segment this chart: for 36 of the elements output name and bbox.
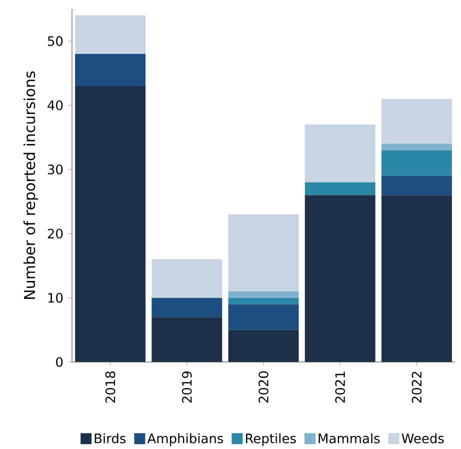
bar [381,176,452,196]
bar [228,304,299,330]
legend-label: Mammals [318,433,380,444]
x-tick-label: 2021 [335,372,346,403]
y-tick-label: 10 [48,292,63,303]
x-tick-label: 2020 [258,371,268,403]
bar [152,317,222,362]
bar [228,298,299,304]
bar [75,54,146,86]
bar [228,330,299,362]
legend-label: Weeds [402,433,444,444]
x-tick-label: 2022 [412,372,422,403]
y-tick-label: 30 [48,164,63,174]
y-tick-label: 0 [56,357,63,367]
bar [304,182,376,196]
legend-label: Birds [94,433,126,444]
bar [75,15,146,54]
legend-label: Amphibians [147,433,224,446]
y-tick-label: 50 [48,36,63,46]
y-tick-label: 20 [48,228,63,239]
bar [381,195,452,362]
bar [228,214,299,292]
y-axis-title: Number of reported incursions [24,71,38,299]
bar [381,98,452,144]
x-tick-label: 2019 [182,371,192,403]
bar [381,144,452,150]
bar [152,259,222,298]
y-tick-label: 40 [48,100,63,110]
x-tick-label: 2018 [105,371,116,403]
bar [75,86,146,362]
bar [304,195,376,362]
bar [228,291,299,298]
bar [304,124,376,182]
bar [152,298,222,318]
bar [381,150,452,176]
legend-label: Reptiles [246,433,296,446]
